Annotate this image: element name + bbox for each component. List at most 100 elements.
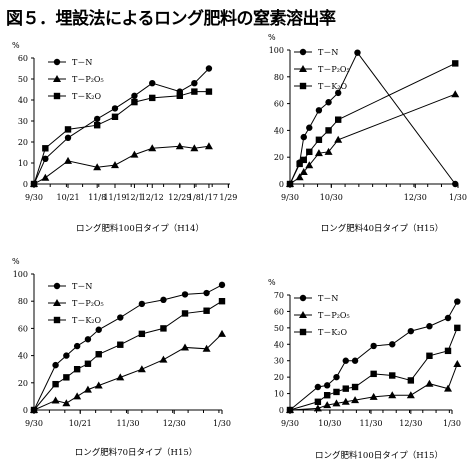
series-line (33, 333, 223, 411)
data-point (94, 381, 103, 389)
data-point (342, 357, 349, 364)
data-point (323, 382, 331, 389)
data-point (315, 107, 323, 114)
data-point (451, 90, 460, 98)
y-tick-label: 20 (274, 373, 284, 382)
data-point (95, 326, 102, 333)
data-point (148, 144, 157, 152)
data-point (84, 360, 92, 367)
data-point (334, 89, 342, 97)
legend-marker (299, 82, 307, 90)
data-point (370, 342, 377, 350)
x-tick-label: 9/30 (25, 419, 43, 428)
data-point (444, 314, 452, 322)
series-line (33, 91, 209, 185)
legend-label: T－N (318, 294, 338, 303)
data-point (454, 298, 461, 305)
x-tick-label: 1/29 (219, 193, 237, 202)
legend-marker (53, 75, 61, 82)
chart-title: ロング肥料70日タイプ（H15） (75, 447, 198, 458)
x-tick-label: 10/30 (318, 419, 341, 428)
data-point (286, 180, 294, 188)
data-point (218, 281, 226, 289)
data-point (138, 300, 146, 308)
y-tick-label: 100 (269, 46, 284, 55)
data-point (160, 296, 167, 304)
data-point (299, 167, 308, 175)
y-tick-label: 10 (274, 390, 284, 399)
legend-marker (53, 92, 61, 100)
x-tick-label: 9/30 (281, 419, 299, 428)
data-point (181, 310, 189, 317)
data-point (73, 392, 82, 400)
data-point (323, 392, 331, 399)
y-axis-label: % (268, 33, 276, 42)
y-tick-label: 50 (274, 324, 284, 333)
legend-label: T－N (72, 282, 92, 291)
data-point (83, 385, 92, 393)
data-point (190, 144, 199, 152)
chart-panel-1: 0 10 20 30 40 50 60% 9/30 10/21 11/811/1912/112/1… (12, 41, 237, 234)
legend-marker (53, 316, 61, 324)
data-point (333, 388, 340, 396)
data-point (351, 396, 360, 404)
y-tick-label: 60 (18, 54, 28, 63)
data-point (159, 355, 168, 363)
y-tick-label: 20 (18, 138, 28, 147)
data-point (444, 347, 452, 355)
data-point (325, 99, 332, 106)
y-tick-label: 30 (274, 357, 284, 366)
x-tick-label: 12/12 (141, 193, 164, 202)
legend-label: T－P₂O₅ (318, 311, 350, 320)
data-point (286, 406, 294, 414)
x-tick-label: 10/21 (56, 193, 79, 202)
data-point (305, 161, 314, 169)
data-point (137, 365, 146, 373)
figure-title: 図５．埋設法によるロング肥料の窒素溶出率 (6, 9, 336, 29)
data-point (64, 134, 72, 141)
data-point (407, 377, 415, 384)
data-point (131, 92, 138, 100)
y-tick-label: 60 (274, 100, 284, 109)
data-point (426, 323, 433, 330)
data-point (369, 392, 378, 400)
data-point (306, 148, 313, 156)
legend-label: T－P₂O₅ (318, 65, 350, 74)
data-point (425, 379, 434, 387)
y-tick-label: 0 (23, 406, 28, 415)
legend-marker (299, 311, 307, 318)
y-axis-label: % (268, 278, 276, 287)
y-tick-label: 0 (23, 180, 28, 189)
data-point (93, 115, 101, 123)
data-point (315, 136, 323, 143)
x-tick-label: 9/30 (281, 193, 299, 202)
data-point (296, 160, 303, 168)
y-tick-label: 100 (13, 270, 28, 279)
data-point (149, 94, 156, 102)
data-point (30, 180, 38, 188)
data-point (205, 88, 213, 95)
data-point (453, 360, 462, 367)
y-tick-label: 10 (18, 159, 28, 168)
data-point (130, 150, 139, 158)
chart-panel-4: 0 10 20 30 40 50 60 70% 9/30 10/30 11/30 12/30 1/30 T… (268, 278, 462, 461)
data-point (204, 142, 213, 150)
legend-label: T－N (72, 58, 92, 67)
data-point (41, 173, 50, 181)
data-point (342, 385, 349, 392)
data-point (93, 163, 102, 171)
data-point (117, 341, 124, 348)
legend-label: T－K₂O (72, 92, 102, 101)
data-point (181, 291, 189, 298)
data-point (295, 173, 304, 181)
y-axis-label: % (12, 41, 20, 50)
data-point (63, 352, 70, 359)
legend-marker (299, 328, 307, 336)
data-point (370, 370, 377, 378)
data-point (300, 156, 307, 164)
x-tick-label: 10/30 (320, 193, 343, 202)
x-tick-label: 11/30 (116, 419, 139, 428)
series-line (33, 145, 210, 185)
data-point (324, 147, 333, 155)
